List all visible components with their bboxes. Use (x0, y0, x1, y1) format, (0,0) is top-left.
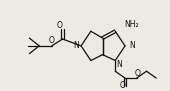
Text: N: N (129, 41, 135, 50)
Text: NH₂: NH₂ (124, 20, 139, 29)
Text: O: O (119, 81, 125, 90)
Text: O: O (49, 36, 55, 46)
Text: O: O (135, 69, 141, 78)
Text: N: N (116, 60, 122, 69)
Text: O: O (57, 21, 63, 30)
Text: N: N (73, 41, 79, 50)
